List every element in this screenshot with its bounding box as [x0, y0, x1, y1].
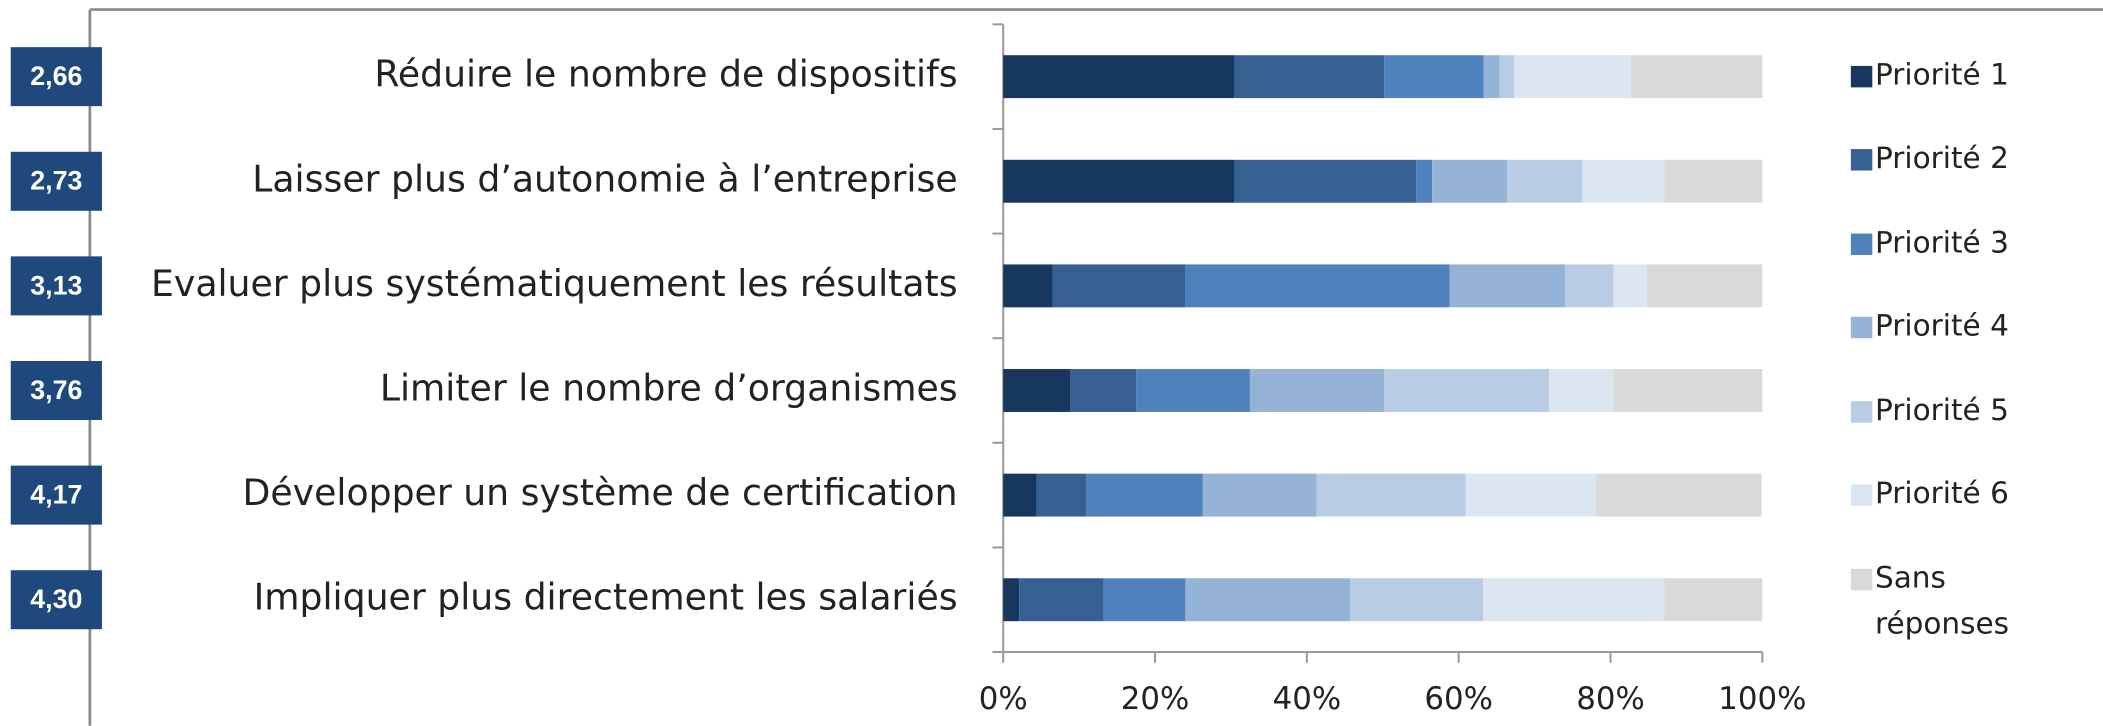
legend-label: Priorité 3: [1874, 226, 2009, 261]
bar-segment: [1449, 264, 1565, 308]
bar-segment: [1384, 55, 1484, 99]
bar-segment: [1003, 369, 1071, 412]
bar-segment: [1185, 264, 1450, 308]
legend-label: Priorité 2: [1874, 142, 2009, 176]
bar-segment: [1003, 159, 1234, 203]
score-box: [10, 570, 102, 630]
bar-segment: [1514, 55, 1632, 99]
bar-segment: [1613, 369, 1763, 412]
bar-segment: [1631, 55, 1763, 99]
bar-segment: [1233, 159, 1417, 203]
legend-label: Priorité 4: [1874, 310, 2009, 344]
bar-segment: [1316, 473, 1466, 517]
score-box: [10, 256, 102, 316]
score-label: 4,30: [30, 584, 82, 614]
bar-segment: [1103, 578, 1186, 622]
legend-label: Sans réponses: [1874, 562, 2010, 642]
category-label: Evaluer plus systématiquement les résult…: [151, 262, 958, 305]
legend-item: Priorité 1: [1874, 59, 2009, 93]
x-tick-label: 40%: [1273, 681, 1342, 717]
bar-segment: [1595, 473, 1762, 517]
bar-segment: [1185, 578, 1351, 622]
score-box: [10, 465, 102, 525]
score-label: 2,73: [30, 166, 82, 196]
score-box: [10, 151, 102, 211]
bar-segment: [1003, 264, 1053, 308]
legend-swatch: [1850, 568, 1873, 591]
score-label: 4,17: [30, 480, 82, 510]
bar-segment: [1499, 55, 1515, 99]
bar-segment: [1482, 578, 1665, 622]
x-tick-label: 100%: [1718, 681, 1806, 717]
bar-segment: [1136, 369, 1250, 412]
legend-item: Priorité 6: [1874, 477, 2009, 512]
score-label: 3,13: [30, 270, 82, 300]
bar-segment: [1416, 159, 1433, 203]
bar-segment: [1384, 369, 1550, 412]
score-label: 2,66: [30, 61, 82, 91]
bar-segment: [1249, 369, 1385, 412]
x-tick-label: 20%: [1121, 681, 1190, 717]
legend-swatch: [1850, 65, 1873, 88]
score-box: [10, 360, 102, 421]
legend-item: Priorité 2: [1874, 142, 2009, 176]
x-tick-label: 60%: [1424, 681, 1493, 717]
x-tick-label: 0%: [979, 681, 1028, 717]
bar-segment: [1003, 473, 1037, 517]
category-label: Laisser plus d’autonomie à l’entreprise: [252, 157, 957, 200]
bar-segment: [1549, 369, 1614, 412]
bar-segment: [1646, 264, 1763, 308]
legend-swatch: [1850, 316, 1873, 339]
category-label: Impliquer plus directement les salariés: [254, 576, 958, 619]
legend-label: Priorité 5: [1874, 394, 2009, 429]
bar-segment: [1052, 264, 1186, 308]
legend-label: Priorité 1: [1874, 59, 2009, 93]
bar-segment: [1085, 473, 1203, 517]
bar-segment: [1564, 264, 1614, 308]
bar-segment: [1483, 55, 1500, 99]
bar-segment: [1036, 473, 1086, 517]
bar-segment: [1432, 159, 1508, 203]
category-label: Limiter le nombre d’organismes: [380, 366, 958, 409]
bar-segment: [1003, 55, 1234, 99]
bar-segment: [1465, 473, 1596, 517]
bar-segment: [1613, 264, 1647, 308]
legend-swatch: [1850, 401, 1873, 423]
bar-segment: [1582, 159, 1665, 203]
legend-swatch: [1850, 484, 1873, 506]
legend-item: Priorité 3: [1874, 226, 2009, 261]
bar-segment: [1202, 473, 1317, 517]
bar-segment: [1507, 159, 1583, 203]
legend-item: Sans réponses: [1874, 562, 2010, 642]
score-label: 3,76: [30, 375, 82, 405]
bar-segment: [1070, 369, 1137, 412]
category-label: Réduire le nombre de dispositifs: [374, 53, 957, 96]
legend-item: Priorité 4: [1874, 310, 2009, 344]
bar-segment: [1233, 55, 1385, 99]
score-box: [10, 47, 102, 107]
bar-segment: [1664, 159, 1763, 203]
legend-item: Priorité 5: [1874, 394, 2009, 429]
bar-segment: [1664, 578, 1763, 622]
bar-segment: [1350, 578, 1483, 622]
bar-segment: [1003, 578, 1020, 622]
legend-swatch: [1850, 149, 1873, 171]
legend-label: Priorité 6: [1874, 477, 2009, 512]
category-label: Développer un système de certification: [243, 471, 958, 514]
x-tick-label: 80%: [1576, 681, 1645, 717]
legend-swatch: [1850, 233, 1873, 256]
bar-segment: [1019, 578, 1104, 622]
